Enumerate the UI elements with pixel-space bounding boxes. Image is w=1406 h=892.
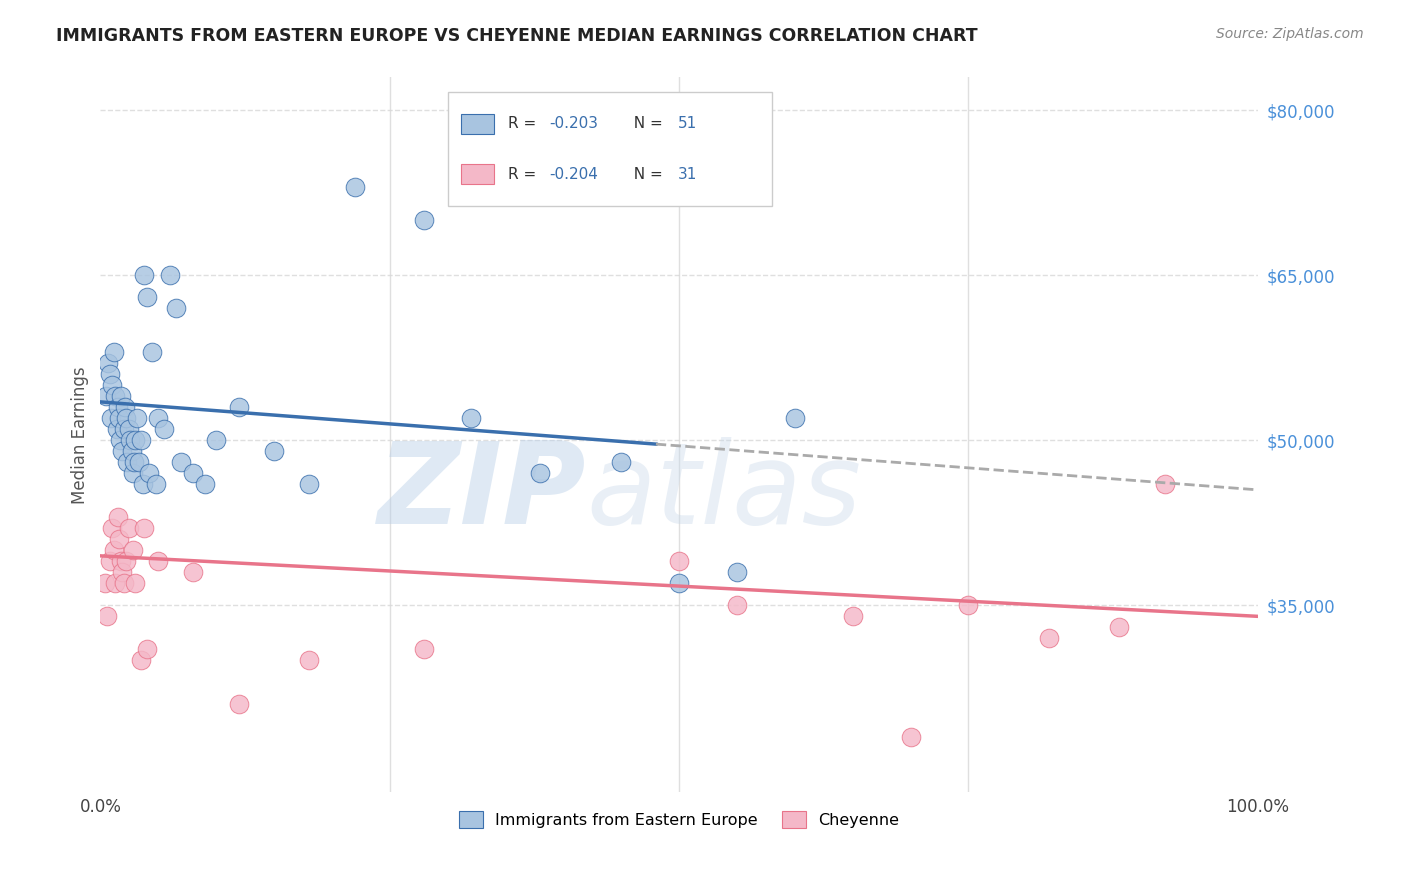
Text: atlas: atlas <box>586 436 862 548</box>
Point <box>108 434 131 448</box>
Point <box>298 653 321 667</box>
Point <box>135 290 157 304</box>
Point <box>98 554 121 568</box>
Point <box>98 368 121 382</box>
Point <box>343 180 366 194</box>
Point <box>138 467 160 481</box>
Text: Source: ZipAtlas.com: Source: ZipAtlas.com <box>1216 27 1364 41</box>
Point <box>103 345 125 359</box>
Point <box>413 642 436 657</box>
Point <box>1108 620 1130 634</box>
Point <box>121 444 143 458</box>
Point <box>159 268 181 283</box>
Point <box>181 566 204 580</box>
Point <box>108 533 131 547</box>
Point <box>100 411 122 425</box>
Point <box>148 411 170 425</box>
Point <box>128 455 150 469</box>
Point <box>135 642 157 657</box>
Point <box>668 554 690 568</box>
Point <box>205 434 228 448</box>
Point <box>114 554 136 568</box>
Point <box>118 521 141 535</box>
Point <box>112 576 135 591</box>
Point <box>668 576 690 591</box>
Legend: Immigrants from Eastern Europe, Cheyenne: Immigrants from Eastern Europe, Cheyenne <box>453 805 905 834</box>
Point <box>97 356 120 370</box>
Point <box>107 401 129 415</box>
Point <box>94 389 117 403</box>
Point <box>101 378 124 392</box>
Point <box>111 566 134 580</box>
Text: 31: 31 <box>678 167 697 182</box>
Point <box>1154 477 1177 491</box>
Point <box>1038 632 1060 646</box>
Point <box>145 477 167 491</box>
Point <box>165 301 187 316</box>
Point <box>104 389 127 403</box>
Bar <box>461 164 494 184</box>
Point <box>957 599 980 613</box>
Point <box>110 389 132 403</box>
Point <box>129 434 152 448</box>
Point <box>413 213 436 227</box>
Point <box>298 477 321 491</box>
Text: N =: N = <box>623 116 666 131</box>
Point <box>153 422 176 436</box>
Point <box>610 455 633 469</box>
Text: 51: 51 <box>678 116 697 131</box>
Point <box>101 521 124 535</box>
Point <box>725 599 748 613</box>
Point <box>110 554 132 568</box>
Point <box>114 401 136 415</box>
Point <box>105 422 128 436</box>
Point <box>129 653 152 667</box>
Point <box>193 477 215 491</box>
Point <box>127 411 149 425</box>
Point <box>132 477 155 491</box>
Bar <box>461 114 494 134</box>
Point <box>107 510 129 524</box>
Point <box>900 731 922 745</box>
Point <box>122 455 145 469</box>
Text: N =: N = <box>623 167 666 182</box>
Point <box>134 268 156 283</box>
Point <box>108 411 131 425</box>
Point <box>94 576 117 591</box>
Point <box>181 467 204 481</box>
Point <box>124 434 146 448</box>
Point <box>112 422 135 436</box>
Text: -0.204: -0.204 <box>550 167 599 182</box>
Point <box>114 411 136 425</box>
Point <box>120 434 142 448</box>
Point <box>103 543 125 558</box>
Text: IMMIGRANTS FROM EASTERN EUROPE VS CHEYENNE MEDIAN EARNINGS CORRELATION CHART: IMMIGRANTS FROM EASTERN EUROPE VS CHEYEN… <box>56 27 977 45</box>
Point <box>460 411 482 425</box>
Point <box>96 609 118 624</box>
Point <box>121 543 143 558</box>
Point <box>121 467 143 481</box>
Point <box>134 521 156 535</box>
FancyBboxPatch shape <box>447 92 772 206</box>
Text: -0.203: -0.203 <box>550 116 599 131</box>
Point <box>115 455 138 469</box>
Point <box>148 554 170 568</box>
Point <box>111 444 134 458</box>
Point <box>228 401 250 415</box>
Point <box>124 576 146 591</box>
Point <box>170 455 193 469</box>
Point <box>725 566 748 580</box>
Point <box>841 609 863 624</box>
Text: R =: R = <box>508 167 541 182</box>
Text: R =: R = <box>508 116 541 131</box>
Text: ZIP: ZIP <box>378 436 586 548</box>
Point <box>104 576 127 591</box>
Y-axis label: Median Earnings: Median Earnings <box>72 366 89 504</box>
Point <box>118 422 141 436</box>
Point <box>228 698 250 712</box>
Point <box>263 444 285 458</box>
Point <box>141 345 163 359</box>
Point <box>783 411 806 425</box>
Point <box>529 467 551 481</box>
